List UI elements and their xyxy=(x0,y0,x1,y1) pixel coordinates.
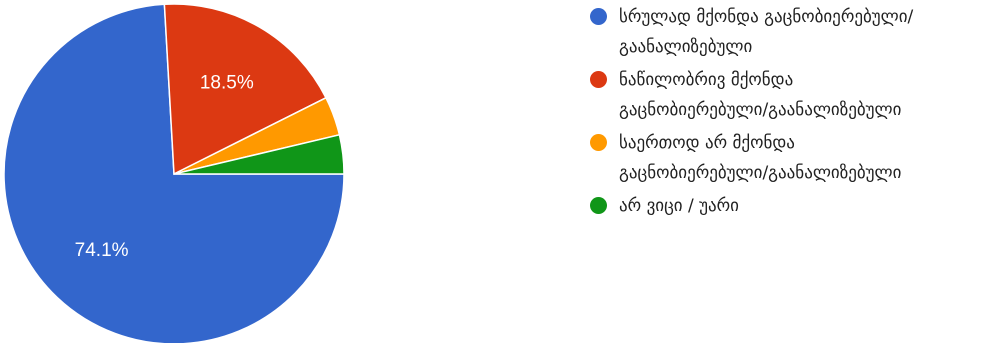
legend-label: საერთოდ არ მქონდა გაცნობიერებული/გაანალი… xyxy=(619,133,902,183)
legend-swatch xyxy=(590,134,607,151)
legend: სრულად მქონდა გაცნობიერებული/ გაანალიზებ… xyxy=(590,2,995,224)
pie-slice-3[interactable] xyxy=(173,133,345,175)
legend-swatch xyxy=(590,197,607,214)
legend-swatch xyxy=(590,71,607,88)
slice-value-label-0: 74.1% xyxy=(75,240,129,261)
legend-item-partially-aware[interactable]: ნაწილობრივ მქონდა გაცნობიერებული/გაანალი… xyxy=(590,65,995,125)
legend-item-fully-aware[interactable]: სრულად მქონდა გაცნობიერებული/ გაანალიზებ… xyxy=(590,2,995,62)
legend-item-not-aware[interactable]: საერთოდ არ მქონდა გაცნობიერებული/გაანალი… xyxy=(590,128,995,188)
slice-value-label-1: 18.5% xyxy=(200,72,254,93)
legend-item-dont-know[interactable]: არ ვიცი / უარი xyxy=(590,191,995,221)
legend-label: ნაწილობრივ მქონდა გაცნობიერებული/გაანალი… xyxy=(619,70,902,120)
legend-label: არ ვიცი / უარი xyxy=(619,196,739,216)
legend-swatch xyxy=(590,8,607,25)
pie-slice-1[interactable] xyxy=(163,3,327,176)
legend-label: სრულად მქონდა გაცნობიერებული/ გაანალიზებ… xyxy=(619,7,914,57)
pie-slice-0[interactable] xyxy=(3,3,345,343)
